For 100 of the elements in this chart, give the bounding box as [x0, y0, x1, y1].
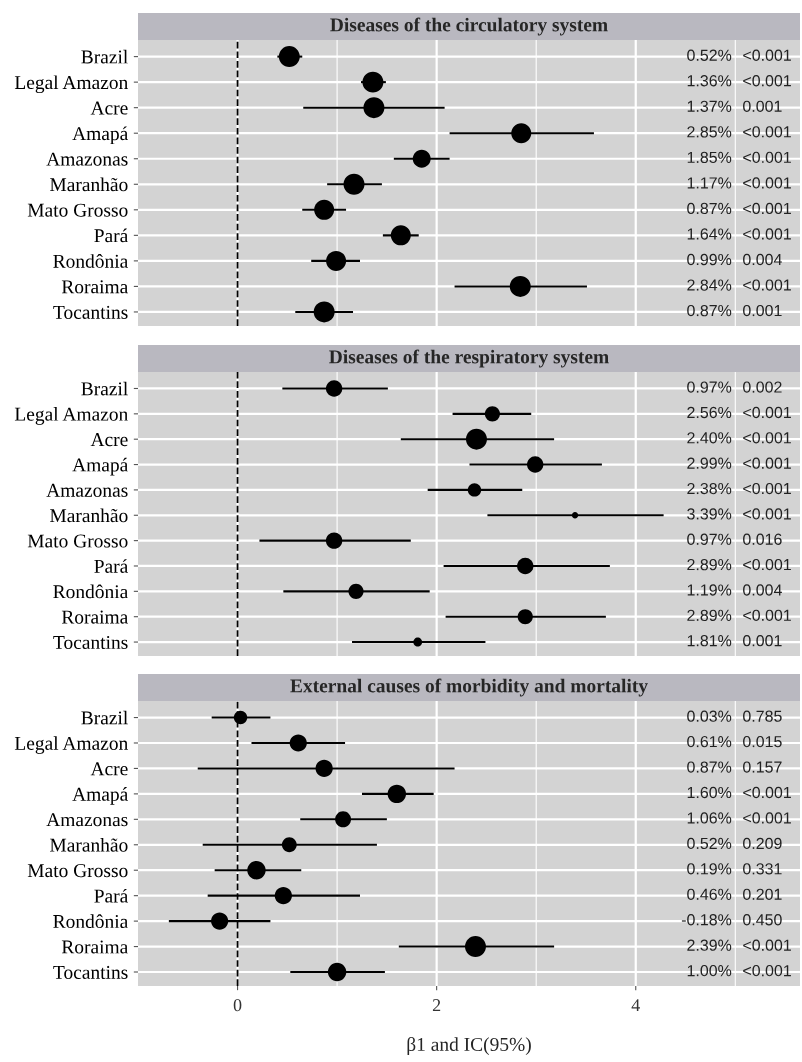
- annotation: 2.38%: [687, 482, 732, 495]
- annotation: 0.001: [743, 304, 782, 317]
- annotation: 0.002: [743, 381, 782, 393]
- y-tick-label: Rondônia: [53, 254, 129, 268]
- y-tick-label: Maranhão: [50, 177, 128, 192]
- annotation: <0.001: [743, 126, 791, 138]
- annotation: 2.89%: [687, 558, 732, 571]
- annotation: <0.001: [743, 151, 791, 164]
- y-tick-label: Pará: [94, 888, 129, 903]
- annotation: 1.36%: [687, 75, 732, 87]
- annotation: <0.001: [743, 75, 791, 87]
- annotation: <0.001: [743, 202, 791, 215]
- annotation: 0.03%: [687, 710, 732, 722]
- annotation: 0.331: [743, 863, 782, 875]
- annotation: 3.39%: [687, 508, 732, 520]
- annotation: <0.001: [743, 558, 791, 571]
- annotation: <0.001: [743, 609, 791, 621]
- chart-title: Diseases of the respiratory system: [329, 349, 609, 368]
- annotation: 1.85%: [687, 151, 732, 164]
- annotation: <0.001: [743, 964, 791, 977]
- annotation: <0.001: [743, 508, 791, 520]
- annotation: <0.001: [743, 177, 791, 189]
- annotation: 0.87%: [687, 304, 732, 317]
- chart-title: External causes of morbidity and mortality: [290, 678, 648, 697]
- y-tick-label: Pará: [94, 228, 129, 243]
- annotation: -0.18%: [681, 914, 732, 926]
- y-tick-label: Brazil: [81, 710, 128, 725]
- x-tick-label: 4: [631, 999, 640, 1012]
- annotation: 2.85%: [687, 126, 732, 138]
- annotation: 0.52%: [687, 837, 732, 850]
- y-tick-label: Mato Grosso: [27, 864, 128, 878]
- y-tick-label: Acre: [90, 433, 128, 447]
- annotation: 0.450: [743, 914, 782, 926]
- y-tick-label: Maranhão: [50, 508, 128, 523]
- annotation: 0.61%: [687, 735, 732, 748]
- annotation: 0.87%: [687, 761, 732, 773]
- annotation: <0.001: [743, 482, 791, 495]
- annotation: <0.001: [743, 228, 791, 240]
- annotation: 0.99%: [687, 253, 732, 266]
- y-tick-label: Amapá: [72, 457, 129, 476]
- y-tick-label: Pará: [94, 559, 129, 573]
- y-tick-label: Acre: [90, 762, 128, 776]
- annotation: 2.99%: [687, 457, 732, 469]
- annotation: 0.97%: [687, 381, 732, 393]
- annotation: 2.84%: [687, 279, 732, 291]
- annotation: 0.209: [743, 837, 782, 850]
- annotation: 1.60%: [687, 786, 732, 799]
- annotation: 0.157: [743, 761, 782, 773]
- y-tick-label: Mato Grosso: [27, 203, 128, 217]
- annotation: <0.001: [743, 279, 791, 291]
- annotation: 0.015: [743, 735, 782, 748]
- y-tick-label: Roraima: [61, 610, 129, 624]
- annotation: 0.785: [743, 710, 782, 722]
- y-tick-label: Rondônia: [53, 584, 129, 599]
- y-tick-label: Maranhão: [50, 838, 128, 852]
- y-tick-label: Brazil: [81, 381, 128, 396]
- y-tick-label: Rondônia: [53, 914, 129, 929]
- y-tick-label: Acre: [90, 101, 128, 115]
- annotation: 0.97%: [687, 533, 732, 545]
- y-tick-label: Roraima: [61, 940, 129, 954]
- y-tick-label: Brazil: [81, 49, 128, 64]
- annotation: 0.001: [743, 635, 782, 647]
- y-tick-label: Amazonas: [46, 152, 128, 166]
- annotation: 0.004: [743, 584, 782, 596]
- annotation: <0.001: [743, 49, 791, 61]
- y-tick-label: Amapá: [72, 126, 129, 145]
- y-tick-label: Legal Amazon: [14, 75, 128, 94]
- x-tick-label: 2: [432, 999, 441, 1012]
- annotation: 0.004: [743, 253, 782, 266]
- y-tick-label: Mato Grosso: [27, 534, 128, 548]
- annotation: 1.00%: [687, 964, 732, 977]
- y-tick-label: Legal Amazon: [14, 736, 128, 754]
- annotation: 0.001: [743, 100, 782, 112]
- annotation: 0.201: [743, 888, 782, 900]
- annotation: 1.17%: [687, 177, 732, 189]
- annotation: 1.06%: [687, 812, 732, 824]
- annotation: 2.40%: [687, 432, 732, 444]
- y-tick-label: Legal Amazon: [14, 407, 128, 425]
- y-tick-label: Tocantins: [53, 635, 128, 649]
- annotation: 2.39%: [687, 939, 732, 951]
- annotation: <0.001: [743, 457, 791, 469]
- annotation: <0.001: [743, 432, 791, 444]
- annotation: <0.001: [743, 786, 791, 799]
- annotation: 2.56%: [687, 406, 732, 419]
- annotation: <0.001: [743, 812, 791, 824]
- y-tick-label: Amazonas: [46, 483, 128, 497]
- annotation: 1.37%: [687, 100, 732, 112]
- annotation: 0.46%: [687, 888, 732, 900]
- annotation: 0.19%: [687, 863, 732, 875]
- y-tick-label: Tocantins: [53, 965, 128, 979]
- annotation: <0.001: [743, 939, 791, 951]
- annotation: 1.19%: [687, 584, 732, 596]
- annotation: 2.89%: [687, 609, 732, 621]
- annotation: <0.001: [743, 406, 791, 419]
- y-tick-label: Roraima: [61, 280, 129, 294]
- annotation: 1.81%: [687, 635, 732, 647]
- y-tick-label: Amapá: [72, 787, 129, 805]
- annotation: 0.016: [743, 533, 782, 545]
- annotation: 1.64%: [687, 228, 732, 240]
- y-tick-label: Amazonas: [46, 813, 128, 827]
